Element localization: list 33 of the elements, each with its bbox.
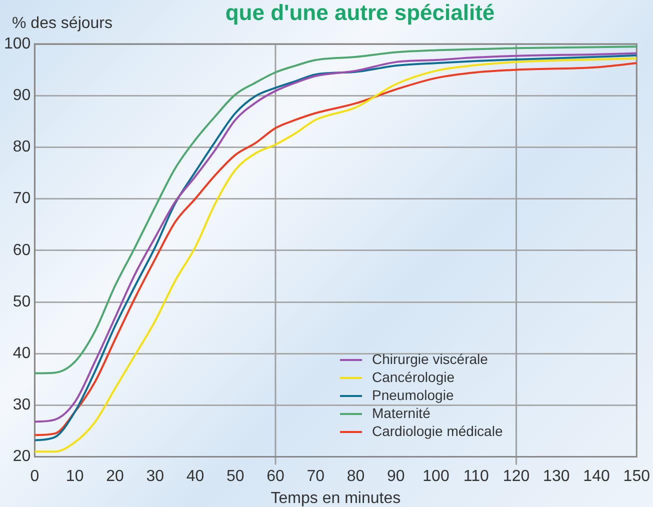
x-tick-label: 110 xyxy=(463,468,489,485)
y-tick-label: 40 xyxy=(12,345,31,362)
x-axis-title: Temps en minutes xyxy=(270,490,401,507)
x-tick-label: 130 xyxy=(543,468,570,485)
y-tick-label: 30 xyxy=(12,396,31,414)
legend-label: Cardiologie médicale xyxy=(372,422,503,439)
x-tick-label: 60 xyxy=(266,468,284,485)
y-tick-label: 60 xyxy=(12,242,31,259)
legend-label: Chirurgie viscérale xyxy=(372,350,488,367)
y-axis-title: % des séjours xyxy=(12,15,112,32)
y-tick-label: 90 xyxy=(12,87,31,104)
x-tick-label: 100 xyxy=(422,468,450,485)
x-tick-label: 150 xyxy=(623,468,650,485)
x-tick-label: 0 xyxy=(30,468,40,485)
x-tick-label: 120 xyxy=(502,468,530,485)
x-tick-label: 20 xyxy=(106,468,124,485)
x-tick-label: 80 xyxy=(346,468,365,485)
y-tick-label: 70 xyxy=(12,190,31,208)
y-tick-label: 100 xyxy=(4,35,31,52)
x-tick-label: 30 xyxy=(146,468,164,485)
y-tick-label: 50 xyxy=(12,293,31,310)
legend-label: Pneumologie xyxy=(372,386,454,403)
x-tick-label: 50 xyxy=(226,468,244,485)
x-tick-label: 40 xyxy=(186,468,204,485)
x-tick-label: 70 xyxy=(306,468,325,485)
y-tick-label: 80 xyxy=(12,138,31,156)
x-tick-label: 140 xyxy=(583,468,610,485)
legend-label: Cancérologie xyxy=(372,368,455,385)
x-tick-label: 10 xyxy=(66,468,84,485)
legend-label: Maternité xyxy=(372,404,431,421)
chart-title: que d'une autre spécialité xyxy=(225,0,495,25)
y-tick-label: 20 xyxy=(12,448,31,466)
x-tick-label: 90 xyxy=(386,468,405,485)
